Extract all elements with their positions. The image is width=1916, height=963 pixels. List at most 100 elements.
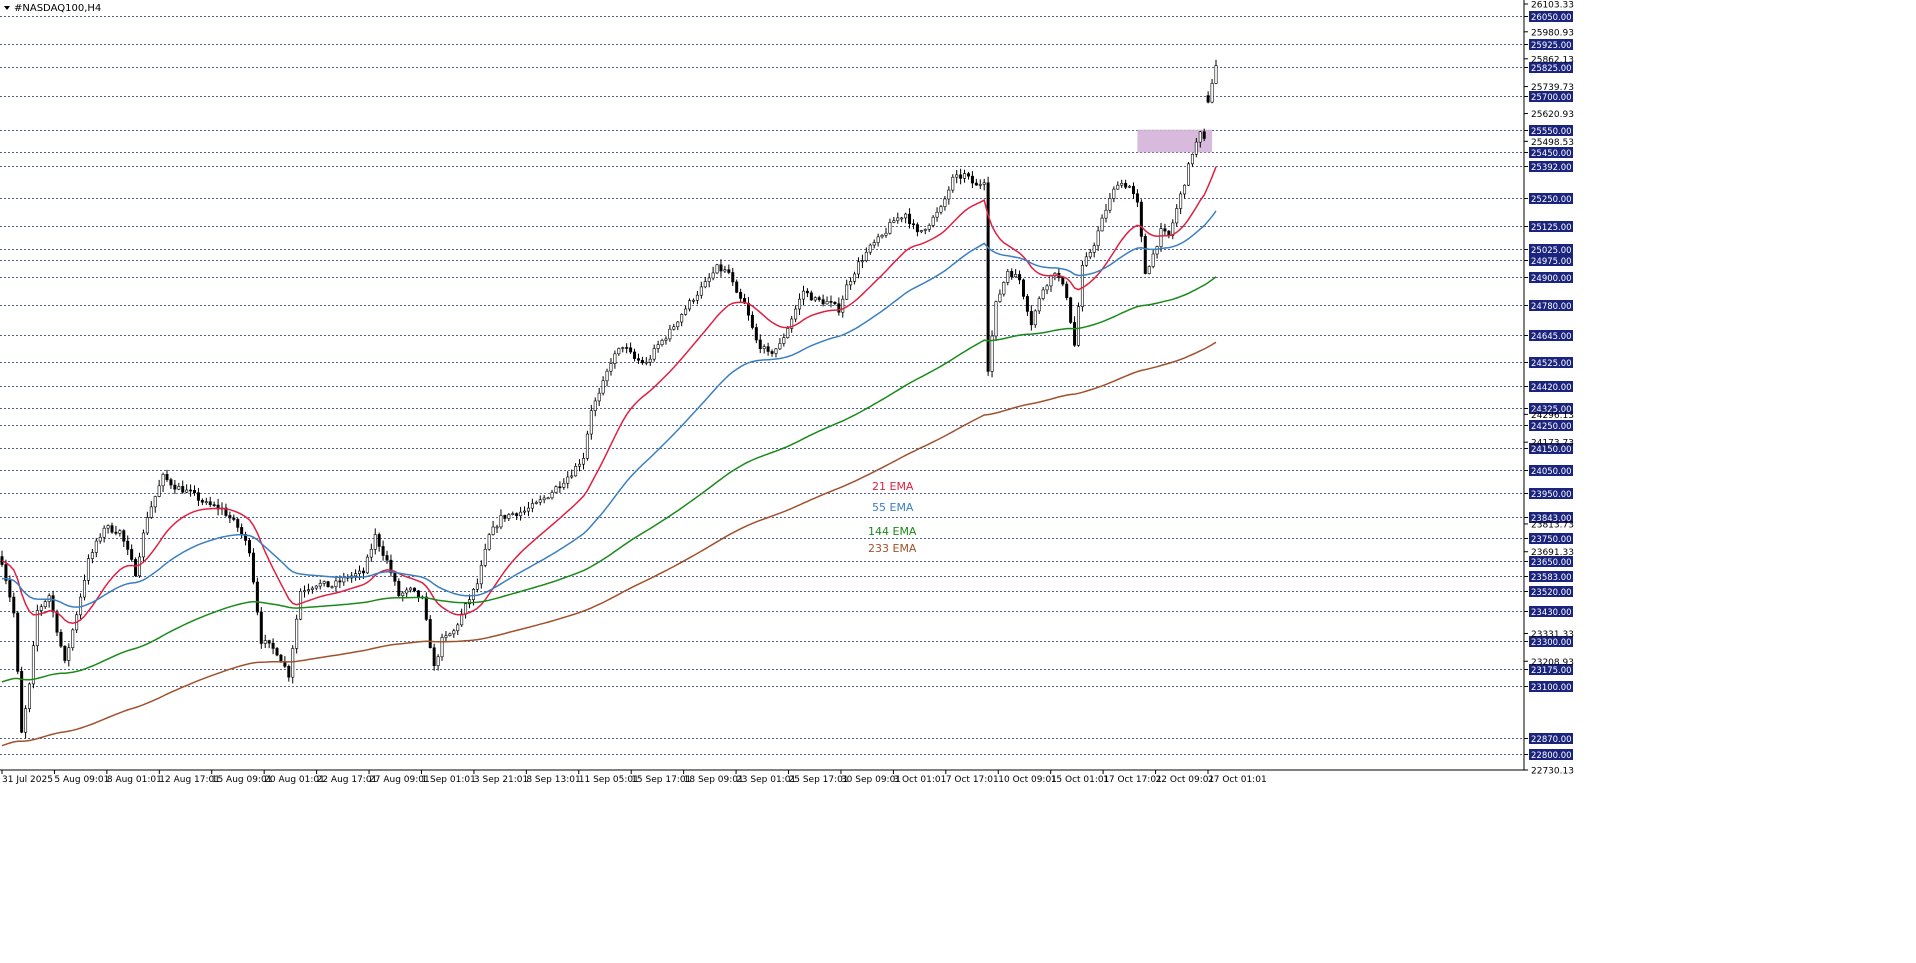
price-level-tag[interactable] bbox=[1529, 556, 1573, 567]
price-level-tag-label: 25825.00 bbox=[1531, 64, 1572, 74]
price-level-tag[interactable] bbox=[1529, 443, 1573, 454]
candle-body bbox=[880, 234, 884, 238]
price-level-tag[interactable] bbox=[1529, 125, 1573, 136]
candle-body bbox=[668, 328, 672, 340]
candle-body bbox=[499, 515, 503, 528]
candle-body bbox=[727, 269, 731, 273]
candle-body bbox=[28, 683, 32, 709]
price-level-tag-label: 25450.00 bbox=[1531, 149, 1572, 159]
price-level-tag[interactable] bbox=[1529, 357, 1573, 368]
price-scale-label: 25498.53 bbox=[1531, 138, 1574, 148]
dropdown-arrow-icon[interactable] bbox=[4, 6, 10, 10]
price-level-tag[interactable] bbox=[1529, 62, 1573, 73]
candle-body bbox=[255, 581, 259, 613]
candle-body bbox=[1045, 285, 1049, 291]
candle-body bbox=[644, 361, 648, 364]
candle-body bbox=[821, 299, 825, 305]
candle-body bbox=[966, 173, 970, 177]
candle-body bbox=[267, 640, 271, 644]
candle-body bbox=[813, 297, 817, 301]
candle-body bbox=[782, 337, 786, 344]
candle-body bbox=[1096, 230, 1100, 246]
candle-body bbox=[1175, 208, 1179, 224]
price-level-tag[interactable] bbox=[1529, 488, 1573, 499]
price-level-tag-label: 26050.00 bbox=[1531, 13, 1572, 23]
candle-body bbox=[927, 225, 931, 230]
candle-body bbox=[715, 264, 719, 274]
price-level-tag[interactable] bbox=[1529, 586, 1573, 597]
candle-body bbox=[900, 217, 904, 220]
candle-body bbox=[617, 348, 621, 355]
candle-body bbox=[633, 351, 637, 359]
candle-body bbox=[801, 290, 805, 300]
candle-body bbox=[574, 465, 578, 477]
candle-body bbox=[841, 298, 845, 313]
price-level-tag[interactable] bbox=[1529, 636, 1573, 647]
price-level-tag[interactable] bbox=[1529, 381, 1573, 392]
candle-body bbox=[1002, 282, 1006, 295]
candle-body bbox=[735, 281, 739, 293]
price-level-tag-label: 22800.00 bbox=[1531, 751, 1572, 761]
resistance-zone-box bbox=[1137, 129, 1213, 153]
candle-body bbox=[691, 299, 695, 302]
price-scale-label: 25980.93 bbox=[1531, 28, 1574, 38]
candle-body bbox=[1120, 182, 1124, 186]
price-level-tag[interactable] bbox=[1529, 161, 1573, 172]
candle-body bbox=[853, 273, 857, 282]
price-level-tag[interactable] bbox=[1529, 606, 1573, 617]
candle-body bbox=[468, 599, 472, 605]
candle-body bbox=[589, 410, 593, 435]
candle-body bbox=[998, 293, 1002, 302]
candle-body bbox=[601, 380, 605, 394]
candlesticks bbox=[0, 59, 1218, 739]
candle-body bbox=[409, 587, 413, 591]
candle-body bbox=[1061, 277, 1065, 285]
price-level-tag[interactable] bbox=[1529, 91, 1573, 102]
price-level-tag[interactable] bbox=[1529, 11, 1573, 22]
price-scale-label: 25739.73 bbox=[1531, 83, 1574, 93]
candle-body bbox=[1194, 141, 1198, 155]
price-level-tag[interactable] bbox=[1529, 533, 1573, 544]
price-level-tag-label: 24645.00 bbox=[1531, 332, 1572, 342]
price-level-tag[interactable] bbox=[1529, 39, 1573, 50]
price-level-tag[interactable] bbox=[1529, 300, 1573, 311]
price-level-tag[interactable] bbox=[1529, 749, 1573, 760]
price-level-tag[interactable] bbox=[1529, 664, 1573, 675]
price-level-tag[interactable] bbox=[1529, 571, 1573, 582]
candle-body bbox=[719, 264, 723, 272]
price-scale-label: 26103.33 bbox=[1531, 1, 1574, 11]
candle-body bbox=[393, 572, 397, 582]
candle-body bbox=[118, 530, 122, 534]
ema-55-label: 55 EMA bbox=[872, 501, 914, 514]
price-level-tag[interactable] bbox=[1529, 272, 1573, 283]
price-level-tag[interactable] bbox=[1529, 330, 1573, 341]
candle-body bbox=[884, 232, 888, 236]
price-level-tag[interactable] bbox=[1529, 193, 1573, 204]
candle-body bbox=[122, 530, 126, 542]
price-level-tag[interactable] bbox=[1529, 221, 1573, 232]
candle-body bbox=[295, 618, 299, 649]
price-level-tag[interactable] bbox=[1529, 733, 1573, 744]
price-scale[interactable]: 26050.00 25925.00 25825.00 25700.00 25550.00… bbox=[1524, 1, 1574, 777]
candle-body bbox=[621, 347, 625, 349]
candle-body bbox=[185, 489, 189, 493]
candle-body bbox=[1171, 222, 1175, 236]
candle-body bbox=[1021, 279, 1025, 297]
candle-body bbox=[471, 589, 475, 600]
price-level-tag[interactable] bbox=[1529, 244, 1573, 255]
candle-body bbox=[613, 353, 617, 364]
price-level-tag[interactable] bbox=[1529, 420, 1573, 431]
price-level-tag[interactable] bbox=[1529, 403, 1573, 414]
candle-body bbox=[794, 308, 798, 320]
price-level-tag[interactable] bbox=[1529, 255, 1573, 266]
candle-body bbox=[110, 525, 114, 533]
resistance-zone bbox=[1137, 129, 1213, 153]
candle-body bbox=[98, 536, 102, 542]
price-level-tag[interactable] bbox=[1529, 465, 1573, 476]
price-level-tag[interactable] bbox=[1529, 147, 1573, 158]
price-level-tag[interactable] bbox=[1529, 681, 1573, 692]
candle-body bbox=[864, 251, 868, 261]
price-level-tag[interactable] bbox=[1529, 512, 1573, 523]
